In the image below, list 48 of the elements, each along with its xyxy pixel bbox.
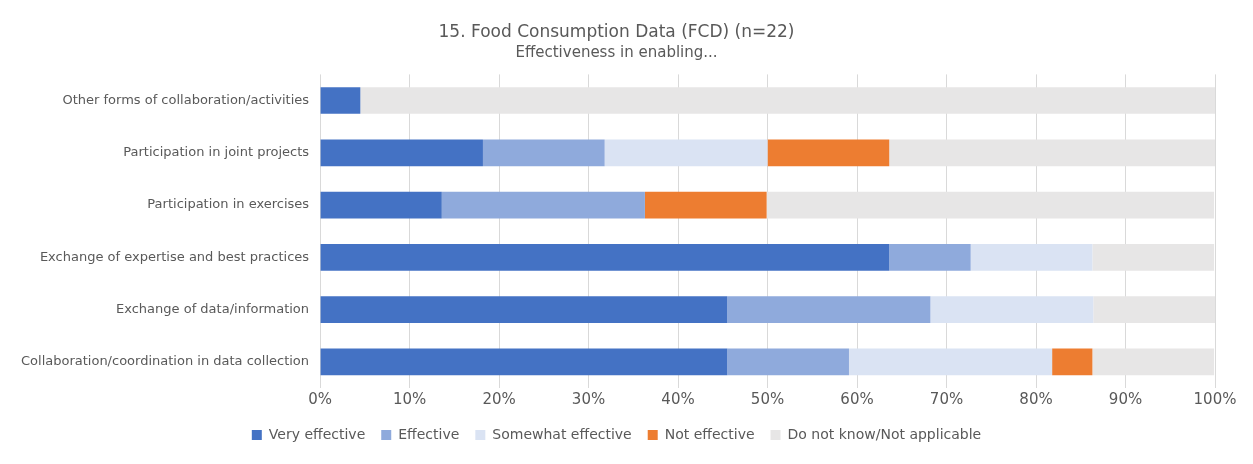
- bar: [320, 139, 483, 167]
- legend-label: Do not know/Not applicable: [787, 425, 982, 442]
- x-tick-label: 0%: [308, 389, 332, 408]
- bar: [644, 191, 767, 219]
- x-tick-label: 60%: [840, 389, 874, 408]
- bar: [320, 87, 361, 114]
- bar: [441, 191, 645, 219]
- bar: [320, 296, 728, 323]
- x-tick-label: 10%: [392, 389, 427, 408]
- y-tick-label: Other forms of collaboration/activities: [62, 91, 310, 107]
- y-tick-label: Participation in exercises: [147, 196, 310, 212]
- bar: [848, 348, 1053, 376]
- bar: [360, 87, 1215, 114]
- y-tick-label: Collaboration/coordination in data collection: [20, 353, 310, 369]
- bar: [766, 191, 1215, 219]
- bar: [482, 139, 605, 167]
- x-tick-label: 80%: [1019, 389, 1053, 408]
- legend-label: Very effective: [268, 425, 366, 442]
- bar: [320, 348, 728, 376]
- x-tick-label: 90%: [1108, 389, 1143, 408]
- bar: [320, 244, 890, 271]
- chart-subtitle: Effectiveness in enabling...: [515, 43, 718, 62]
- x-tick-label: 70%: [929, 389, 964, 408]
- bar: [604, 139, 768, 167]
- bar: [889, 244, 971, 271]
- bar: [1092, 244, 1215, 271]
- y-tick-label: Participation in joint projects: [123, 144, 310, 160]
- legend-label: Effective: [398, 425, 460, 442]
- bar: [889, 139, 1215, 167]
- x-tick-label: 20%: [482, 389, 516, 408]
- bar: [767, 139, 890, 167]
- bar: [1093, 296, 1215, 323]
- bar: [1052, 348, 1093, 376]
- y-tick-label: Exchange of expertise and best practices: [39, 248, 310, 264]
- bar: [727, 348, 849, 376]
- legend-label: Somewhat effective: [492, 425, 632, 442]
- bar: [320, 191, 442, 219]
- y-tick-label: Exchange of data/information: [116, 300, 310, 316]
- x-tick-label: 100%: [1193, 389, 1237, 408]
- x-tick-label: 30%: [571, 389, 606, 408]
- legend-label: Not effective: [664, 425, 755, 442]
- chart-title: 15. Food Consumption Data (FCD) (n=22): [438, 20, 795, 41]
- x-tick-label: 40%: [661, 389, 695, 408]
- bar: [930, 296, 1094, 323]
- x-tick-label: 50%: [750, 389, 785, 408]
- bar: [970, 244, 1093, 271]
- bar: [727, 296, 931, 323]
- bar: [1092, 348, 1215, 376]
